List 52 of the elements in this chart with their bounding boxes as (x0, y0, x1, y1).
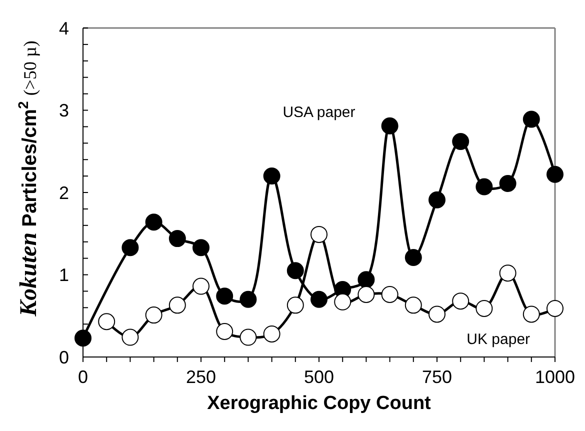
point (286, 262, 304, 280)
point (522, 306, 540, 323)
y-tick-label: 2 (58, 182, 69, 203)
y-tick-label: 1 (58, 265, 69, 286)
point (192, 278, 210, 295)
point (404, 248, 422, 266)
point (310, 226, 328, 243)
point (452, 133, 470, 150)
point (216, 288, 234, 305)
point (286, 296, 304, 314)
point (428, 191, 446, 208)
point (546, 166, 564, 183)
point (74, 330, 92, 347)
point (358, 286, 375, 303)
x-tick-label: 500 (304, 367, 334, 387)
x-tick-label: 250 (186, 367, 216, 387)
point (263, 325, 280, 342)
point (546, 300, 564, 317)
point (192, 239, 210, 256)
point (404, 296, 422, 314)
point (216, 323, 234, 340)
x-tick-label: 1000 (534, 367, 576, 387)
point (522, 110, 540, 128)
point (381, 286, 398, 303)
point (240, 290, 257, 308)
point (145, 214, 162, 231)
x-tick-label: 750 (422, 367, 452, 387)
x-tick-label: 0 (78, 367, 88, 387)
point (334, 293, 352, 310)
x-axis-title: Xerographic Copy Count (207, 393, 432, 414)
point (381, 117, 398, 134)
y-tick-label: 4 (58, 18, 69, 38)
point (122, 328, 139, 346)
point (476, 300, 493, 317)
point (240, 328, 257, 346)
point (499, 264, 516, 282)
point (263, 168, 280, 185)
point (168, 230, 186, 248)
series-label: USA paper (282, 104, 356, 121)
point (499, 174, 516, 192)
series-label: UK paper (466, 330, 530, 348)
point (358, 271, 375, 288)
point (452, 292, 470, 310)
y-tick-label: 3 (58, 100, 69, 121)
point (145, 306, 162, 324)
point (476, 178, 493, 196)
point (310, 290, 328, 308)
y-tick-label: 0 (58, 347, 69, 368)
point (428, 306, 446, 323)
point (168, 296, 186, 314)
point (122, 239, 139, 256)
point (98, 313, 116, 330)
